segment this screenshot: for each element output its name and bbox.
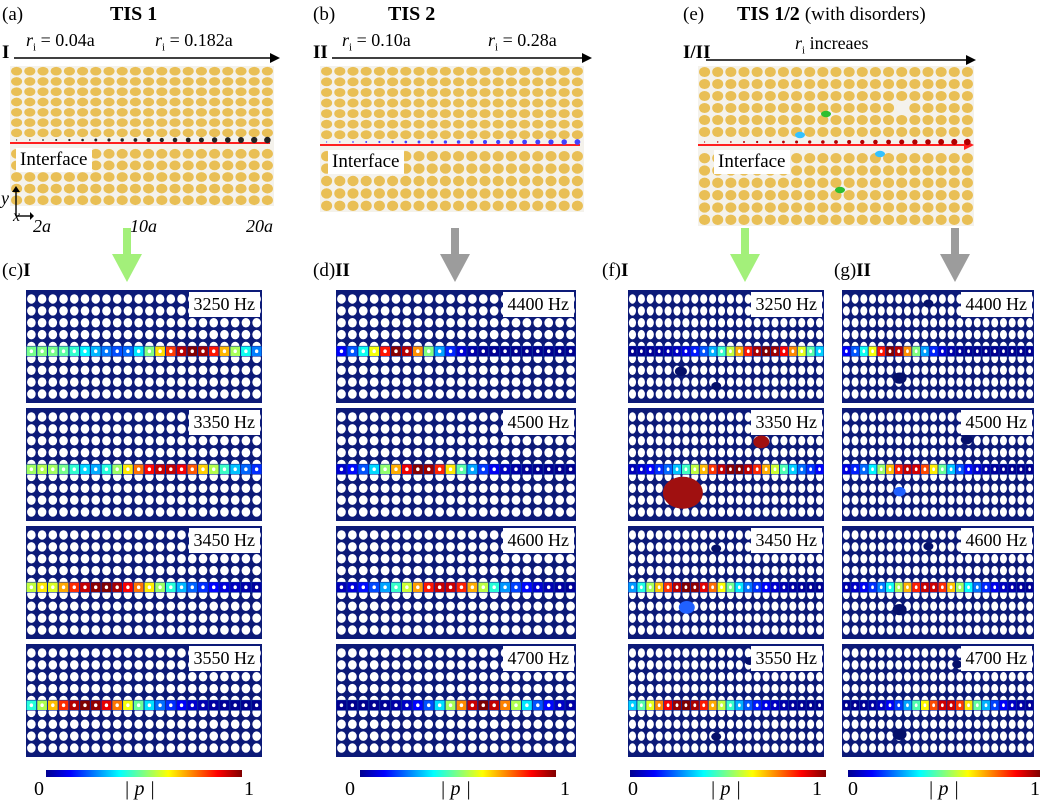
colorbar-c-label: | p |: [124, 778, 155, 800]
colorbar-g-label: | p |: [928, 778, 959, 800]
frequency-label: 3550 Hz: [188, 646, 260, 671]
field-panel: 4600 Hz: [842, 526, 1034, 639]
colorbar-d-min: 0: [345, 778, 355, 800]
frequency-label: 4500 Hz: [502, 410, 574, 435]
field-panel: 4700 Hz: [336, 644, 576, 757]
panel-a-roman: I: [2, 42, 10, 63]
colorbar-c-min: 0: [34, 778, 44, 800]
panel-a-r-right: ri = 0.182a: [155, 30, 233, 54]
frequency-label: 3250 Hz: [188, 292, 260, 317]
frequency-label: 3350 Hz: [188, 410, 260, 435]
field-panel: 3550 Hz: [26, 644, 262, 757]
tick-20a: 20a: [246, 216, 273, 236]
lattice-e: [698, 66, 974, 226]
lat-e-svg: [698, 66, 974, 226]
panel-g-tag: (g)II: [834, 260, 871, 281]
field-panel: 3450 Hz: [628, 526, 824, 639]
colorbar-c: [46, 770, 242, 777]
panel-e-roman: I/II: [683, 42, 711, 63]
field-panel: 4400 Hz: [336, 290, 576, 403]
colorbar-g: [848, 770, 1040, 777]
panel-b-interface: Interface: [328, 150, 404, 174]
frequency-label: 3550 Hz: [750, 646, 822, 671]
panel-b-r-right: ri = 0.28a: [488, 30, 557, 54]
lat-a-svg: [10, 66, 273, 206]
frequency-label: 4700 Hz: [960, 646, 1032, 671]
lattice-a: [10, 66, 274, 206]
panel-a-tag: (a): [2, 4, 24, 25]
arrow-a-to-c: [112, 228, 142, 282]
panel-c-tag: (c)I: [2, 260, 31, 281]
colorbar-f-min: 0: [628, 778, 638, 800]
colorbar-f-max: 1: [812, 778, 822, 800]
field-panel: 3350 Hz: [26, 408, 262, 521]
colorbar-f-label: | p |: [710, 778, 741, 800]
frequency-label: 4400 Hz: [960, 292, 1032, 317]
axis-arrows: [12, 186, 34, 220]
panel-b-r-left: ri = 0.10a: [342, 30, 411, 54]
panel-e-title: TIS 1/2 (with disorders): [737, 3, 926, 25]
lat-b-svg: [320, 66, 583, 212]
field-panel: 3550 Hz: [628, 644, 824, 757]
frequency-label: 4600 Hz: [960, 528, 1032, 553]
colorbar-g-max: 1: [1030, 778, 1040, 800]
field-panel: 3250 Hz: [26, 290, 262, 403]
panel-b-arrow-top: [332, 53, 592, 63]
arrow-e-to-g: [940, 228, 970, 282]
panel-b-tag: (b): [313, 4, 336, 25]
tick-10a: 10a: [130, 216, 157, 236]
frequency-label: 3250 Hz: [750, 292, 822, 317]
colorbar-f: [630, 770, 826, 777]
tick-2a: 2a: [33, 216, 51, 236]
axis-y-label: y: [1, 188, 9, 208]
field-panel: 3450 Hz: [26, 526, 262, 639]
colorbar-c-max: 1: [244, 778, 254, 800]
colorbar-d: [360, 770, 556, 777]
frequency-label: 3450 Hz: [750, 528, 822, 553]
panel-a-interface: Interface: [16, 148, 92, 172]
lattice-b: [320, 66, 584, 212]
panel-b-title: TIS 2: [388, 3, 436, 25]
field-panel: 4500 Hz: [842, 408, 1034, 521]
field-panel: 4500 Hz: [336, 408, 576, 521]
frequency-label: 3350 Hz: [750, 410, 822, 435]
panel-b-roman: II: [313, 42, 328, 63]
panel-f-tag: (f)I: [602, 260, 629, 281]
panel-e-r-label: ri increaes: [795, 33, 869, 57]
panel-e-arrow-top: [706, 55, 976, 65]
arrow-b-to-d: [440, 228, 470, 282]
panel-a-r-left: ri = 0.04a: [26, 30, 95, 54]
frequency-label: 4700 Hz: [502, 646, 574, 671]
field-panel: 4600 Hz: [336, 526, 576, 639]
frequency-label: 3450 Hz: [188, 528, 260, 553]
field-panel: 3350 Hz: [628, 408, 824, 521]
panel-a-title: TIS 1: [110, 3, 158, 25]
field-panel: 4400 Hz: [842, 290, 1034, 403]
panel-a-arrow-top: [14, 53, 280, 63]
colorbar-g-min: 0: [848, 778, 858, 800]
panel-e-interface: Interface: [714, 150, 790, 174]
frequency-label: 4500 Hz: [960, 410, 1032, 435]
axis-x-label: x: [13, 208, 21, 225]
arrow-e-to-f: [730, 228, 760, 282]
field-panel: 3250 Hz: [628, 290, 824, 403]
frequency-label: 4400 Hz: [502, 292, 574, 317]
field-panel: 4700 Hz: [842, 644, 1034, 757]
colorbar-d-max: 1: [560, 778, 570, 800]
frequency-label: 4600 Hz: [502, 528, 574, 553]
panel-e-tag: (e): [683, 4, 705, 25]
panel-d-tag: (d)II: [313, 260, 350, 281]
colorbar-d-label: | p |: [440, 778, 471, 800]
